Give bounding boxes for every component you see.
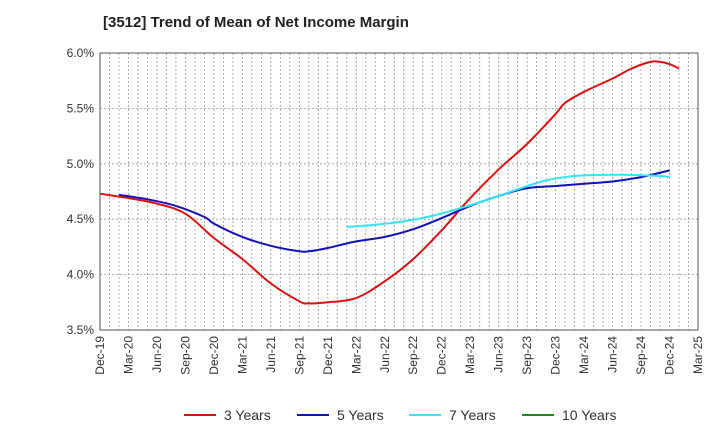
- x-tick-label: Sep-22: [406, 336, 420, 375]
- y-tick-label: 6.0%: [67, 46, 95, 60]
- x-tick-label: Mar-21: [235, 336, 249, 374]
- legend: 3 Years 5 Years 7 Years 10 Years: [184, 407, 617, 423]
- x-tick-label: Sep-20: [178, 336, 192, 375]
- x-axis: Dec-19 Mar-20 Jun-20 Sep-20 Dec-20 Mar-21 Jun-…: [93, 336, 705, 375]
- x-tick-label: Dec-22: [435, 336, 449, 375]
- x-tick-label: Dec-24: [663, 336, 677, 375]
- y-tick-label: 4.5%: [67, 212, 95, 226]
- x-tick-label: Sep-21: [292, 336, 306, 375]
- x-tick-label: Dec-20: [207, 336, 221, 375]
- x-tick-label: Mar-24: [577, 336, 591, 374]
- y-tick-label: 3.5%: [67, 323, 95, 337]
- x-tick-label: Jun-20: [150, 336, 164, 373]
- x-tick-label: Dec-23: [549, 336, 563, 375]
- x-tick-label: Dec-19: [93, 336, 107, 375]
- series-lines: [99, 60, 680, 305]
- x-tick-label: Mar-25: [691, 336, 705, 374]
- y-axis: 3.5% 4.0% 4.5% 5.0% 5.5% 6.0%: [67, 46, 95, 337]
- series-line-3-years: [99, 60, 680, 305]
- legend-label: 3 Years: [224, 407, 271, 423]
- legend-label: 5 Years: [337, 407, 384, 423]
- x-tick-label: Mar-23: [463, 336, 477, 374]
- y-tick-label: 5.5%: [67, 101, 95, 115]
- series-line-5-years: [118, 169, 670, 253]
- x-tick-label: Dec-21: [321, 336, 335, 375]
- x-tick-label: Mar-20: [121, 336, 135, 374]
- y-tick-label: 5.0%: [67, 157, 95, 171]
- x-tick-label: Jun-24: [606, 336, 620, 373]
- chart-title: [3512] Trend of Mean of Net Income Margi…: [103, 14, 409, 31]
- x-tick-label: Sep-23: [520, 336, 534, 375]
- legend-label: 10 Years: [562, 407, 617, 423]
- y-tick-label: 4.0%: [67, 268, 95, 282]
- series-line-7-years: [346, 173, 670, 228]
- x-tick-label: Sep-24: [634, 336, 648, 375]
- x-tick-label: Mar-22: [349, 336, 363, 374]
- plot-area-border: [99, 52, 699, 331]
- grid: [100, 53, 698, 330]
- legend-label: 7 Years: [449, 407, 496, 423]
- x-tick-label: Jun-22: [378, 336, 392, 373]
- x-tick-label: Jun-21: [264, 336, 278, 373]
- x-tick-label: Jun-23: [492, 336, 506, 373]
